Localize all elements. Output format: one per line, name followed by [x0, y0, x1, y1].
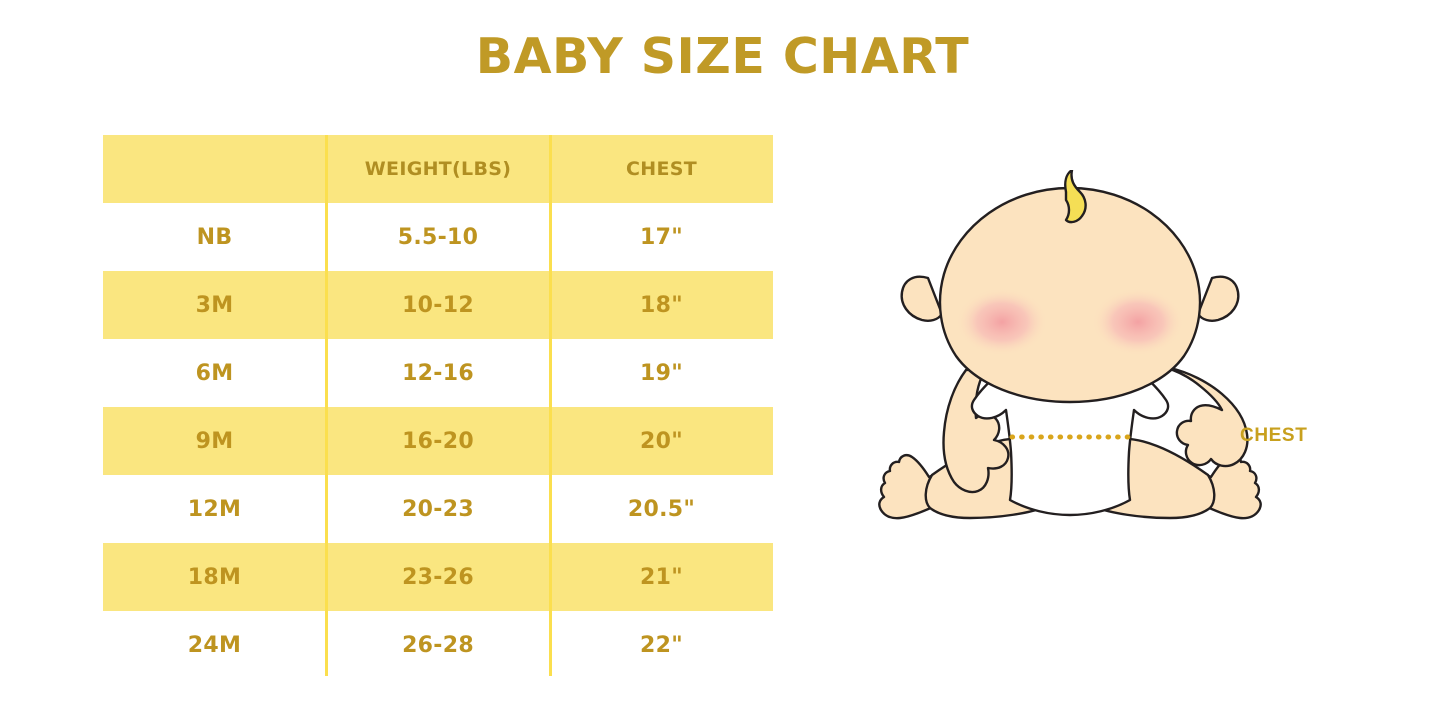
table-row: 24M 26-28 22": [103, 611, 773, 679]
table-column-divider-2: [549, 135, 552, 676]
cell-size: 12M: [103, 475, 326, 543]
cell-weight: 23-26: [326, 543, 550, 611]
cell-weight: 12-16: [326, 339, 550, 407]
table-row: NB 5.5-10 17": [103, 203, 773, 271]
baby-right-arm: [1156, 364, 1249, 468]
table-row: 9M 16-20 20": [103, 407, 773, 475]
cell-weight: 10-12: [326, 271, 550, 339]
cell-weight: 26-28: [326, 611, 550, 679]
table-body: NB 5.5-10 17" 3M 10-12 18" 6M 12-16 19" …: [103, 203, 773, 679]
table-row: 3M 10-12 18": [103, 271, 773, 339]
cell-weight: 16-20: [326, 407, 550, 475]
cell-chest: 20": [550, 407, 773, 475]
cell-chest: 18": [550, 271, 773, 339]
cell-chest: 20.5": [550, 475, 773, 543]
page-title: BABY SIZE CHART: [475, 28, 970, 85]
baby-illustration: [870, 168, 1270, 595]
cell-size: 24M: [103, 611, 326, 679]
column-header-weight: WEIGHT(LBS): [326, 135, 550, 203]
table-row: 6M 12-16 19": [103, 339, 773, 407]
cell-chest: 22": [550, 611, 773, 679]
cell-size: 18M: [103, 543, 326, 611]
cell-weight: 20-23: [326, 475, 550, 543]
chest-callout-label: CHEST: [1240, 425, 1308, 446]
cell-size: 9M: [103, 407, 326, 475]
column-header-chest: CHEST: [550, 135, 773, 203]
table-row: 12M 20-23 20.5": [103, 475, 773, 543]
baby-left-cheek: [956, 288, 1048, 356]
baby-right-cheek: [1092, 288, 1184, 356]
baby-ears: [900, 275, 1240, 322]
cell-weight: 5.5-10: [326, 203, 550, 271]
cell-chest: 17": [550, 203, 773, 271]
table-column-divider-1: [325, 135, 328, 676]
table-header-row: WEIGHT(LBS) CHEST: [103, 135, 773, 203]
cell-size: 3M: [103, 271, 326, 339]
cell-size: NB: [103, 203, 326, 271]
column-header-size: [103, 135, 326, 203]
baby-hair-curl: [1064, 168, 1087, 224]
baby-size-table: WEIGHT(LBS) CHEST NB 5.5-10 17" 3M 10-12…: [103, 135, 773, 679]
table-row: 18M 23-26 21": [103, 543, 773, 611]
cell-size: 6M: [103, 339, 326, 407]
cell-chest: 21": [550, 543, 773, 611]
cell-chest: 19": [550, 339, 773, 407]
